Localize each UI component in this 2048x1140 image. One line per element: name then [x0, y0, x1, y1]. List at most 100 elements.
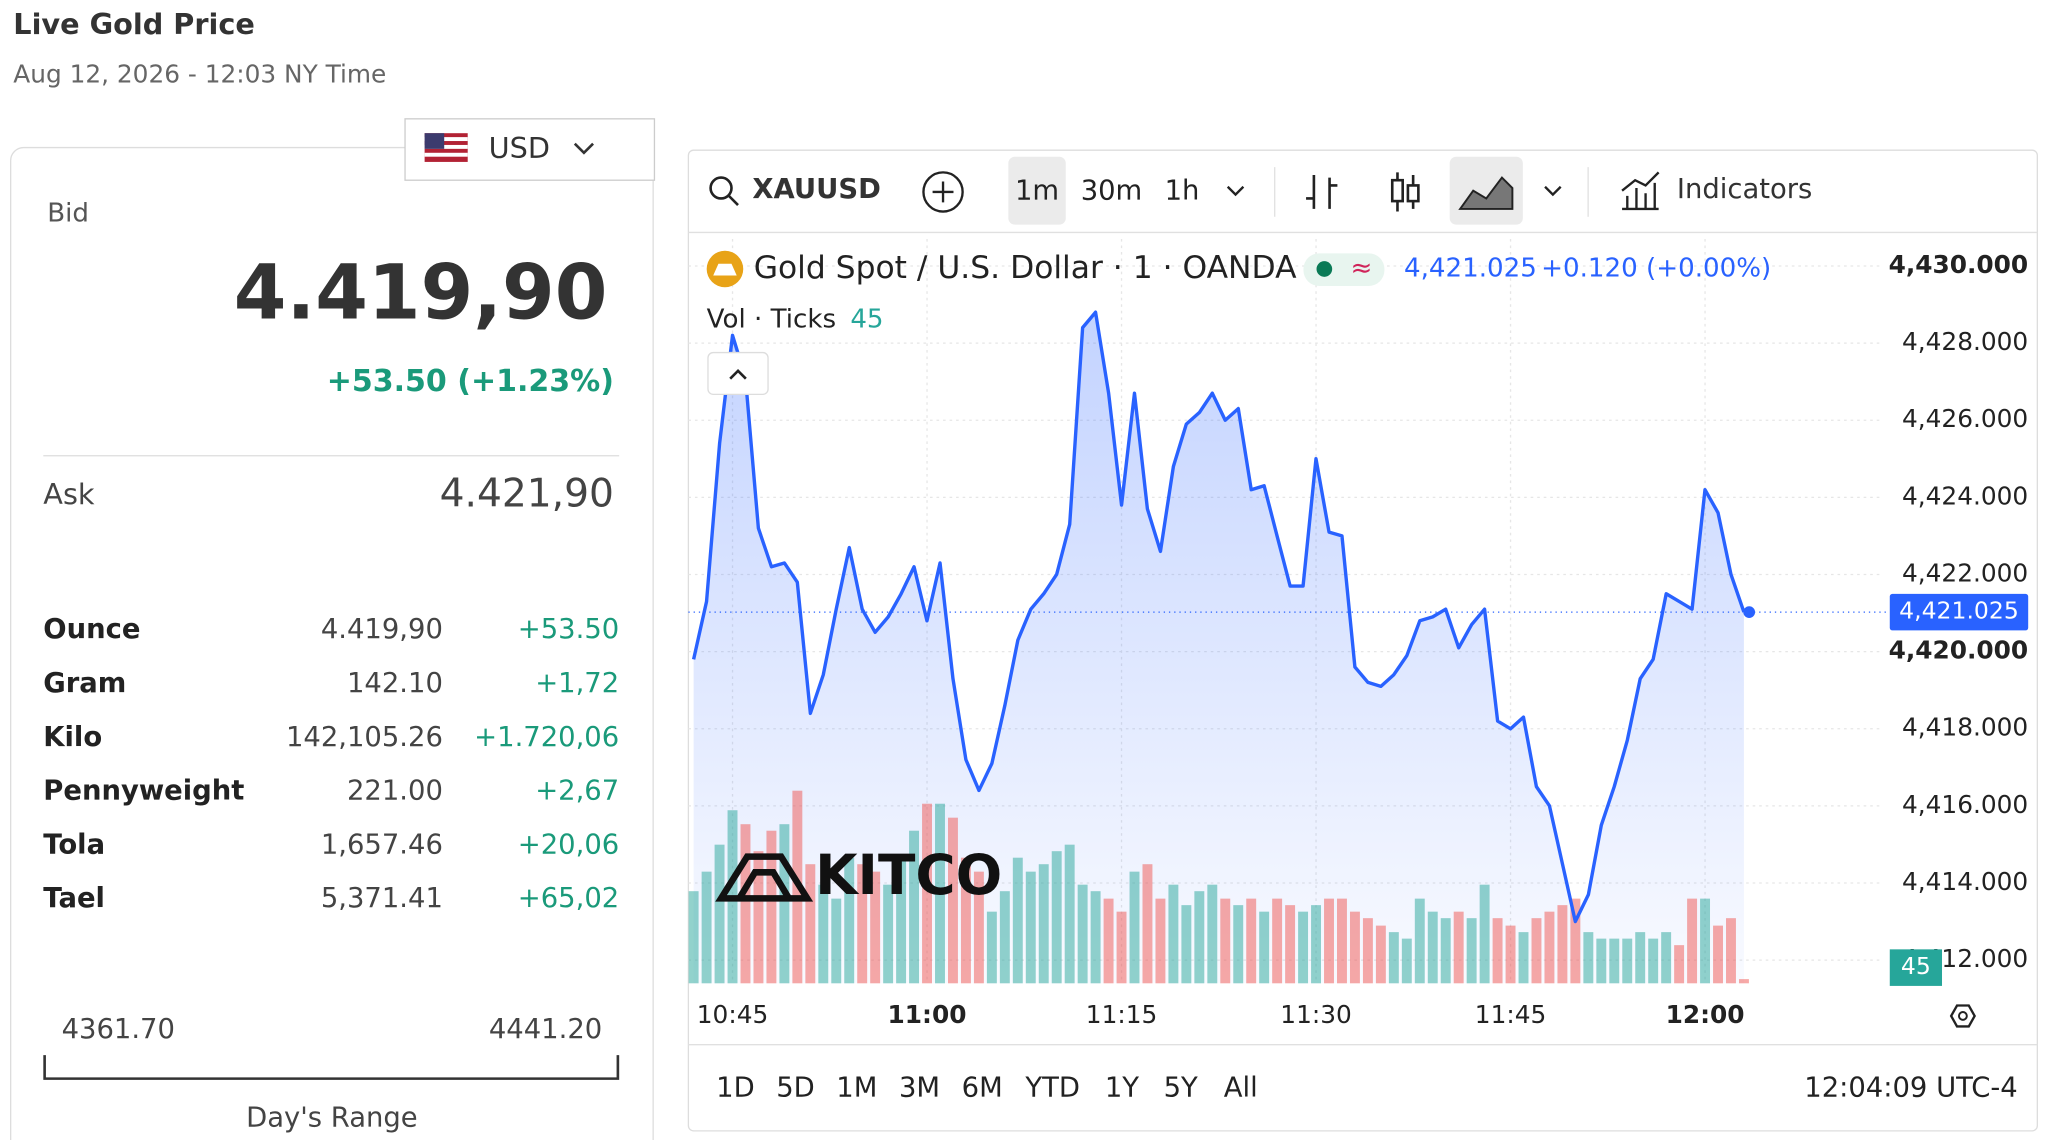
- y-tick-label: 4,430.000: [1889, 250, 2029, 279]
- volume-bar: [1687, 898, 1698, 984]
- volume-bar: [1090, 891, 1101, 984]
- chevron[interactable]: [1544, 185, 1562, 197]
- range-low: 4361.70: [62, 1014, 175, 1045]
- candle-body: [1406, 184, 1420, 203]
- indicators-icon[interactable]: [1621, 171, 1660, 211]
- volume-bar: [1285, 905, 1296, 984]
- volume-bar: [1233, 905, 1244, 984]
- legend-price: 4,421.025: [1404, 254, 1537, 284]
- range-button[interactable]: All: [1224, 1073, 1258, 1104]
- volume-bar: [805, 864, 816, 984]
- interval-active-bg: [1008, 156, 1066, 225]
- range-high: 4441.20: [489, 1014, 602, 1045]
- gold-bar: [713, 263, 737, 276]
- y-tick-label: 4,418.000: [1902, 713, 2028, 742]
- volume-bar: [1596, 938, 1607, 984]
- price-line: [691, 310, 1746, 924]
- volume-bar: [1194, 891, 1205, 984]
- collapse-button[interactable]: [707, 351, 769, 396]
- volume-bar: [1207, 884, 1218, 984]
- unit-price: 221.00: [347, 776, 443, 807]
- bid-price: 4.419,90: [234, 249, 608, 337]
- flag-canton: [424, 133, 445, 149]
- volume-bar: [1570, 898, 1581, 984]
- volume-bar: [909, 830, 920, 984]
- range-button[interactable]: 1M: [836, 1073, 877, 1104]
- unit-price: 142.10: [347, 668, 443, 699]
- volume-bar: [1622, 938, 1633, 984]
- volume-bar: [1479, 884, 1490, 984]
- last-price-badge-label: 4,421.025: [1899, 597, 2019, 625]
- volume-bar: [1544, 911, 1555, 984]
- volume-bar: [1362, 918, 1373, 984]
- range-button[interactable]: 1Y: [1105, 1073, 1139, 1104]
- volume-bar: [960, 857, 971, 984]
- interval-buttons: 1m 30m 1h: [1015, 175, 1199, 206]
- volume-bar: [1375, 925, 1386, 984]
- range-buttons: 1D 5D 1M 3M 6M YTD 1Y 5Y All: [716, 1073, 1258, 1104]
- indicators-button[interactable]: Indicators: [1677, 174, 1812, 205]
- interval-button[interactable]: 30m: [1081, 175, 1143, 206]
- ask-label: Ask: [43, 477, 95, 511]
- volume-bar: [1466, 918, 1477, 984]
- range-button[interactable]: 5D: [776, 1073, 815, 1104]
- y-tick-label: 4,422.000: [1902, 558, 2028, 587]
- volume-bar: [1116, 911, 1127, 984]
- symbol[interactable]: XAUUSD: [752, 174, 880, 205]
- interval-button[interactable]: 1h: [1165, 175, 1200, 206]
- volume-bar: [1492, 918, 1503, 984]
- x-tick-label: 11:45: [1475, 1000, 1546, 1029]
- volume-bar: [1181, 905, 1192, 984]
- volume-bar: [844, 857, 855, 984]
- volume-bar: [1674, 945, 1685, 984]
- volume-bar: [883, 884, 894, 984]
- volume-bar: [1401, 938, 1412, 984]
- volume-bar: [1246, 898, 1257, 984]
- range-button[interactable]: 6M: [962, 1073, 1003, 1104]
- unit-price: 5,371.41: [321, 883, 443, 914]
- volume-bar: [1583, 932, 1594, 984]
- y-tick-label: 4,420.000: [1889, 636, 2029, 665]
- chevron[interactable]: [1226, 185, 1245, 197]
- currency-label[interactable]: USD: [489, 131, 550, 165]
- volume-bar: [973, 871, 984, 984]
- volume-bar: [1635, 932, 1646, 984]
- status-icon: ≈: [1350, 254, 1372, 284]
- volume-bar: [922, 803, 932, 984]
- unit-change: +65,02: [518, 883, 619, 914]
- volume-badge: [1889, 949, 1943, 986]
- volume-bar: [1738, 979, 1749, 984]
- quote-card: [10, 146, 654, 1140]
- ask-price: 4.421,90: [440, 472, 614, 517]
- volume-bar: [857, 864, 868, 984]
- y-tick-label: 4,416.000: [1902, 790, 2028, 819]
- volume-bar: [1155, 898, 1166, 984]
- chevron: [573, 142, 594, 155]
- volume-bar: [1349, 911, 1360, 984]
- unit-name: Tael: [43, 883, 105, 914]
- volume-bar: [1388, 932, 1399, 984]
- range-button[interactable]: 5Y: [1164, 1073, 1198, 1104]
- x-tick-label: 10:45: [697, 1000, 768, 1029]
- volume-bar: [1661, 932, 1672, 984]
- volume-bar: [1427, 911, 1438, 984]
- range-label: Day's Range: [246, 1103, 418, 1134]
- range-button[interactable]: YTD: [1024, 1073, 1080, 1104]
- plot: 4,412.0004,414.0004,416.0004,418.0004,42…: [688, 238, 2029, 1029]
- x-tick-label: 11:30: [1280, 1000, 1351, 1029]
- unit-name: Gram: [43, 668, 126, 699]
- unit-change: +1,72: [535, 668, 619, 699]
- search-icon[interactable]: [709, 176, 733, 200]
- interval-button[interactable]: 1m: [1015, 175, 1059, 206]
- clock: 12:04:09 UTC-4: [1804, 1073, 2017, 1104]
- volume-bar: [1129, 871, 1140, 984]
- range-button[interactable]: 3M: [899, 1073, 940, 1104]
- volume-bar: [986, 911, 997, 984]
- settings-icon[interactable]: [1949, 1004, 1977, 1028]
- range-button[interactable]: 1D: [716, 1073, 755, 1104]
- x-tick-label: 11:00: [888, 1000, 967, 1029]
- area-icon: [1458, 176, 1514, 210]
- currency-dropdown[interactable]: USD: [404, 118, 656, 181]
- bars-icon[interactable]: [1306, 174, 1338, 209]
- compare-button[interactable]: [922, 171, 964, 213]
